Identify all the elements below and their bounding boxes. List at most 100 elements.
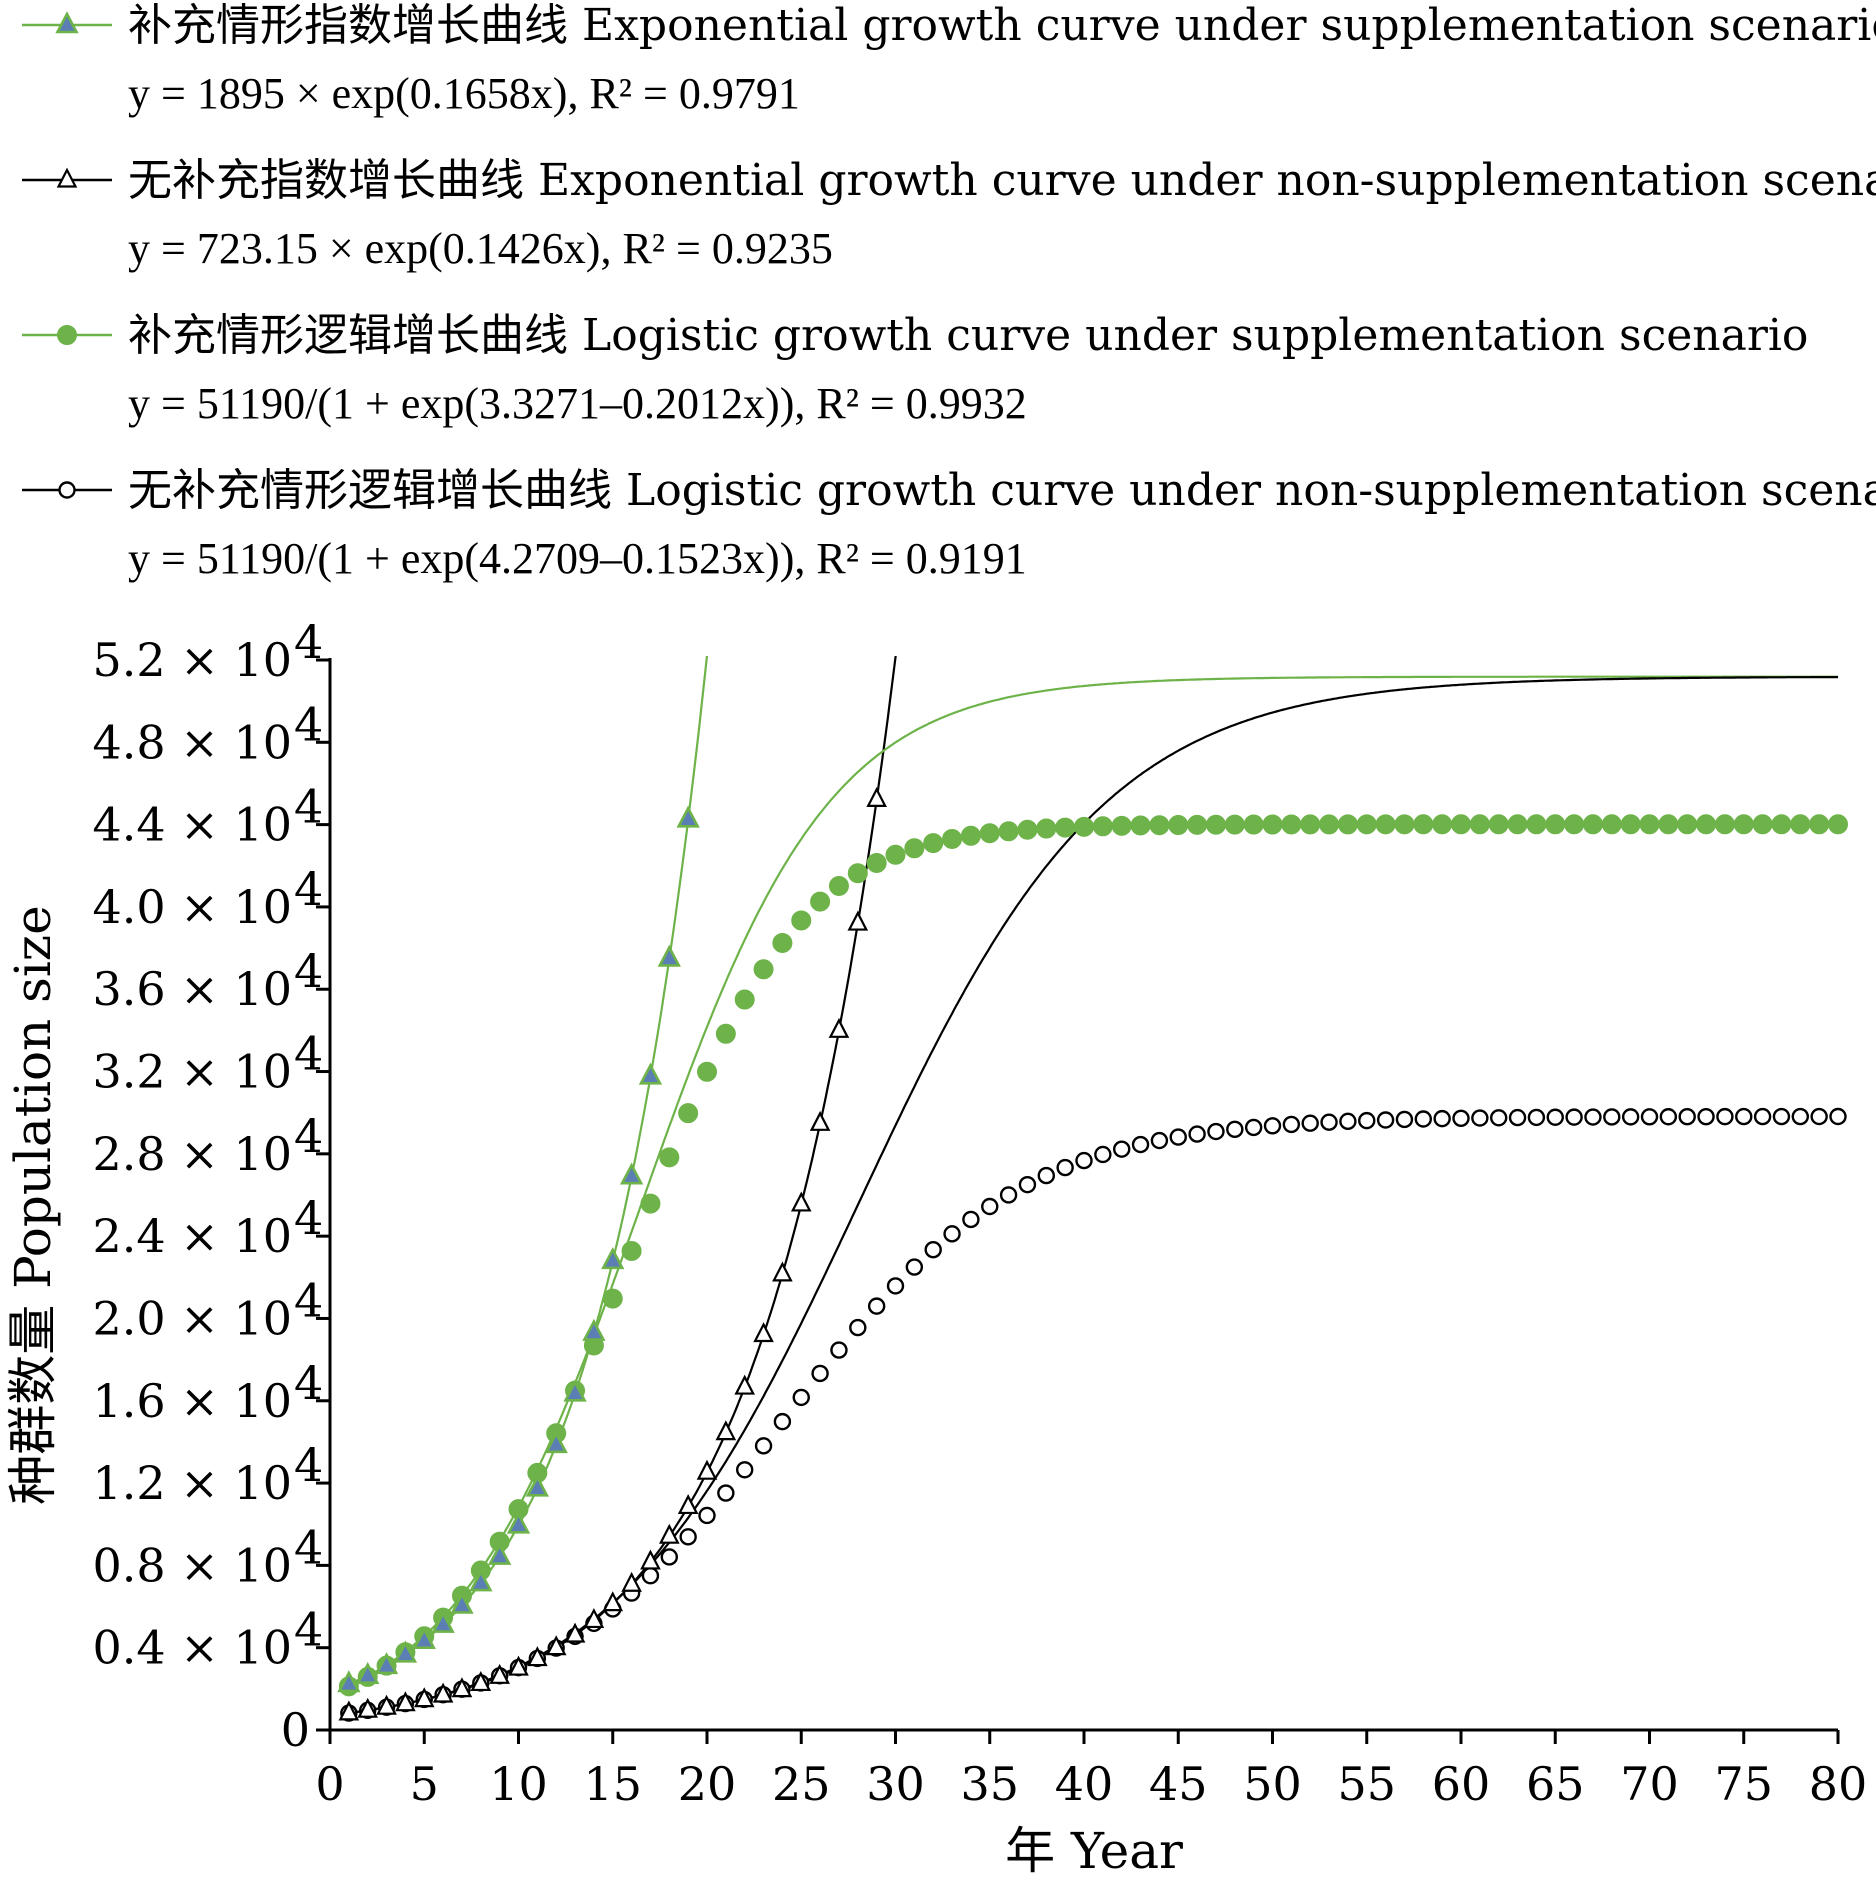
data-point [1055, 817, 1076, 838]
y-tick-label: 3.2 × 10 [93, 1045, 292, 1099]
data-point [1262, 814, 1283, 835]
data-point [717, 1484, 735, 1502]
data-point [1527, 1108, 1546, 1127]
data-point [337, 1670, 361, 1693]
data-point [1810, 1107, 1828, 1126]
data-point [621, 1571, 642, 1592]
x-tick-label: 15 [583, 1757, 642, 1811]
data-point [508, 1655, 529, 1676]
data-point [1771, 814, 1792, 835]
data-point [753, 959, 774, 980]
x-tick-label: 80 [1809, 1757, 1868, 1811]
data-point [679, 1528, 697, 1546]
x-tick-label: 20 [678, 1757, 737, 1811]
data-point [960, 825, 981, 846]
y-tick-exponent: 4 [294, 1603, 323, 1657]
y-tick-exponent: 4 [294, 1438, 323, 1492]
legend-equation: y = 1895 × exp(0.1658x), R² = 0.9791 [128, 69, 800, 118]
data-point [450, 1591, 474, 1614]
data-point [1772, 1107, 1791, 1126]
data-point [1489, 1109, 1508, 1127]
y-tick-exponent: 4 [294, 697, 323, 751]
legend-label: 补充情形逻辑增长曲线 Logistic growth curve under s… [128, 310, 1808, 361]
data-point [564, 1622, 586, 1643]
data-point [1282, 1115, 1301, 1134]
data-point [772, 1261, 793, 1282]
data-point [1187, 814, 1208, 835]
data-point [1564, 814, 1585, 835]
x-tick-label: 55 [1337, 1757, 1396, 1811]
y-tick-exponent: 4 [294, 944, 323, 998]
data-point [469, 1569, 493, 1592]
x-tick-label: 65 [1526, 1757, 1585, 1811]
data-point [56, 167, 78, 188]
x-tick-label: 75 [1714, 1757, 1773, 1811]
y-tick-exponent: 4 [294, 1109, 323, 1163]
y-tick-exponent: 4 [294, 1191, 323, 1245]
data-point [563, 1379, 587, 1402]
data-point [1017, 819, 1038, 840]
data-point [545, 1635, 567, 1656]
data-point [1565, 1108, 1583, 1126]
data-point [1112, 1140, 1131, 1158]
x-tick-label: 35 [960, 1757, 1019, 1811]
data-point [715, 1023, 736, 1044]
data-point [1376, 1111, 1395, 1129]
y-tick-exponent: 4 [294, 862, 323, 916]
data-point [1130, 815, 1151, 836]
data-point [1432, 814, 1453, 835]
y-tick-label: 0.4 × 10 [93, 1621, 292, 1675]
data-point [999, 1186, 1018, 1204]
data-point [678, 1103, 699, 1124]
data-point [867, 1297, 886, 1315]
data-point [734, 989, 755, 1010]
data-point [1714, 814, 1735, 835]
data-point [847, 863, 868, 884]
x-tick-label: 60 [1432, 1757, 1491, 1811]
data-point [1074, 816, 1094, 837]
data-point [602, 1288, 623, 1309]
marks [337, 786, 1848, 1722]
data-point [1752, 814, 1773, 835]
data-point [489, 1663, 510, 1684]
legend-label: 无补充指数增长曲线 Exponential growth curve under… [128, 155, 1876, 206]
y-tick-exponent: 4 [294, 615, 323, 669]
data-point [1244, 1118, 1263, 1137]
data-point [1584, 1108, 1602, 1126]
data-point [1037, 1166, 1056, 1185]
curves [348, 656, 1838, 1715]
data-point [1791, 1107, 1810, 1126]
data-point [1018, 1175, 1037, 1194]
data-point [1131, 1135, 1150, 1154]
data-point [1658, 814, 1679, 835]
data-point [1169, 1128, 1187, 1146]
data-point [1394, 814, 1415, 835]
y-tick-label: 1.2 × 10 [93, 1456, 292, 1510]
data-point [638, 1062, 663, 1085]
data-point [697, 1061, 717, 1082]
data-point [809, 1110, 831, 1131]
data-point [811, 1364, 829, 1383]
x-tick-label: 30 [866, 1757, 925, 1811]
series-curve [348, 656, 709, 1686]
data-point [376, 1694, 397, 1715]
legend-entry: 无补充指数增长曲线 Exponential growth curve under… [22, 155, 1876, 273]
data-point [1414, 1110, 1433, 1128]
data-point [1224, 814, 1245, 835]
data-point [640, 1193, 661, 1214]
data-point [621, 1240, 642, 1261]
data-point [470, 1671, 492, 1692]
legend-equation: y = 51190/(1 + exp(3.3271–0.2012x)), R² … [128, 379, 1027, 428]
data-point [676, 805, 700, 828]
data-point [790, 1191, 812, 1212]
data-point [1640, 1108, 1659, 1126]
data-point [544, 1430, 568, 1454]
data-point [506, 1511, 531, 1534]
x-tick-label: 25 [772, 1757, 831, 1811]
data-point [791, 910, 812, 931]
data-point [660, 1548, 678, 1566]
legend-label: 补充情形指数增长曲线 Exponential growth curve unde… [128, 0, 1876, 51]
y-tick-label: 4.4 × 10 [93, 798, 292, 852]
data-point [1094, 1145, 1112, 1164]
